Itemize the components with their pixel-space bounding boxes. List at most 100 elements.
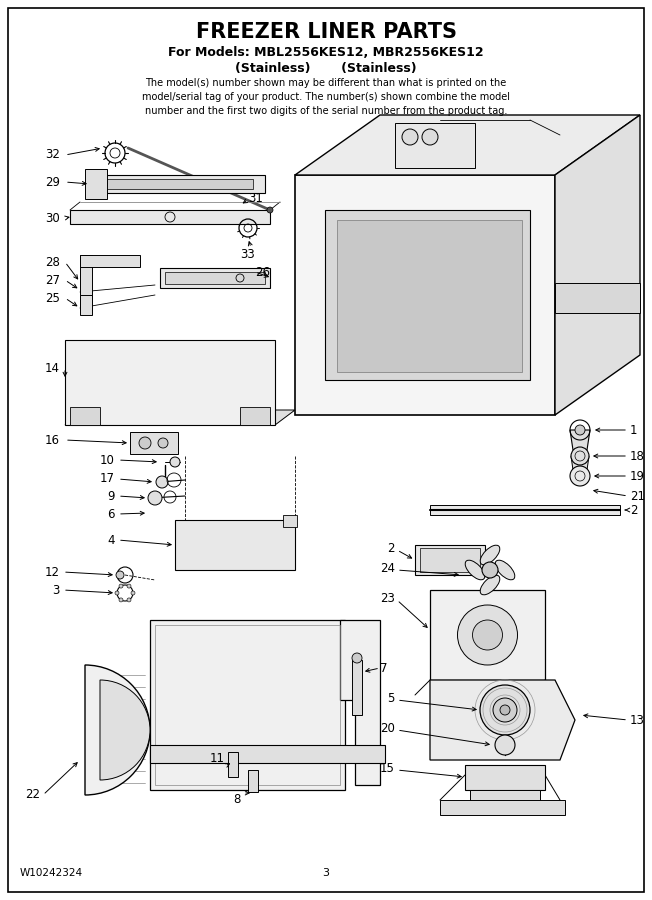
Circle shape	[170, 457, 180, 467]
Bar	[325, 210, 530, 380]
Bar	[430, 505, 620, 515]
Ellipse shape	[480, 545, 500, 565]
Text: 3: 3	[323, 868, 329, 878]
Ellipse shape	[496, 560, 515, 580]
Text: 22: 22	[25, 788, 40, 802]
Polygon shape	[570, 430, 590, 450]
Bar	[295, 175, 555, 415]
Bar	[165, 272, 265, 284]
Circle shape	[473, 620, 503, 650]
Text: 11: 11	[209, 752, 224, 765]
Circle shape	[495, 735, 515, 755]
Bar	[90, 175, 265, 193]
Bar	[150, 745, 385, 763]
Polygon shape	[571, 456, 589, 470]
Text: 17: 17	[100, 472, 115, 485]
Text: 26: 26	[255, 266, 270, 278]
Circle shape	[482, 562, 498, 578]
Text: 7: 7	[380, 662, 387, 674]
Wedge shape	[100, 680, 150, 780]
Bar	[160, 268, 270, 288]
Polygon shape	[340, 620, 380, 785]
Text: 2: 2	[630, 503, 638, 517]
Bar	[352, 660, 362, 715]
Bar	[155, 625, 340, 785]
Bar	[395, 123, 475, 168]
Text: 8: 8	[233, 793, 241, 806]
Bar	[555, 283, 640, 313]
Text: 12: 12	[45, 565, 60, 579]
Text: 19: 19	[630, 470, 645, 482]
Text: 27: 27	[45, 274, 60, 286]
Bar	[70, 407, 100, 425]
Text: 25: 25	[45, 292, 60, 304]
Circle shape	[131, 591, 135, 595]
Circle shape	[422, 129, 438, 145]
Circle shape	[500, 705, 510, 715]
Polygon shape	[555, 115, 640, 415]
Text: 28: 28	[45, 256, 60, 268]
Circle shape	[480, 685, 530, 735]
Text: 3: 3	[53, 583, 60, 597]
Bar	[70, 210, 270, 224]
Circle shape	[127, 584, 131, 588]
Text: 5: 5	[388, 691, 395, 705]
Circle shape	[127, 598, 131, 602]
Text: 23: 23	[380, 591, 395, 605]
Bar	[150, 620, 345, 790]
Circle shape	[119, 598, 123, 602]
Polygon shape	[430, 680, 575, 760]
Circle shape	[402, 129, 418, 145]
Bar	[337, 220, 522, 372]
Circle shape	[119, 584, 123, 588]
Bar	[228, 752, 238, 777]
Text: 1: 1	[630, 424, 638, 436]
Bar	[175, 520, 295, 570]
Text: 14: 14	[45, 362, 60, 374]
Text: The model(s) number shown may be different than what is printed on the
model/ser: The model(s) number shown may be differe…	[142, 78, 510, 116]
Circle shape	[458, 605, 518, 665]
Bar	[465, 765, 545, 790]
Text: W10242324: W10242324	[20, 868, 83, 878]
Text: 31: 31	[248, 192, 263, 204]
Text: For Models: MBL2556KES12, MBR2556KES12: For Models: MBL2556KES12, MBR2556KES12	[168, 46, 484, 59]
Bar	[80, 255, 140, 267]
Text: (Stainless)       (Stainless): (Stainless) (Stainless)	[235, 62, 417, 75]
Circle shape	[158, 438, 168, 448]
Text: 30: 30	[45, 212, 60, 224]
Text: 13: 13	[630, 714, 645, 726]
Text: 6: 6	[108, 508, 115, 520]
Bar	[415, 545, 485, 575]
Circle shape	[116, 571, 124, 579]
Circle shape	[352, 653, 362, 663]
Bar	[80, 295, 92, 315]
Text: 33: 33	[241, 248, 256, 261]
Circle shape	[571, 447, 589, 465]
Bar	[470, 790, 540, 810]
Polygon shape	[65, 410, 295, 425]
Text: 16: 16	[45, 434, 60, 446]
Circle shape	[493, 698, 517, 722]
Text: FREEZER LINER PARTS: FREEZER LINER PARTS	[196, 22, 456, 42]
Polygon shape	[295, 115, 640, 175]
Wedge shape	[85, 665, 150, 795]
Bar	[283, 515, 297, 527]
Circle shape	[267, 207, 273, 213]
Circle shape	[570, 466, 590, 486]
Bar	[85, 169, 107, 199]
Text: 32: 32	[45, 148, 60, 161]
Ellipse shape	[480, 575, 500, 595]
Ellipse shape	[465, 560, 485, 580]
Bar	[80, 255, 92, 310]
Circle shape	[575, 425, 585, 435]
Text: 24: 24	[380, 562, 395, 574]
Bar	[240, 407, 270, 425]
Text: 4: 4	[108, 534, 115, 546]
Text: 10: 10	[100, 454, 115, 466]
Bar	[440, 800, 565, 815]
Bar	[65, 340, 275, 425]
Text: 29: 29	[45, 176, 60, 188]
Text: 20: 20	[380, 722, 395, 734]
Circle shape	[148, 491, 162, 505]
Bar	[430, 590, 545, 680]
